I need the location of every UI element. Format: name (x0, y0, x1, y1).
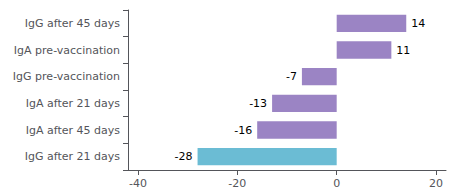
svg-text:-16: -16 (234, 124, 252, 137)
svg-text:IgA after 21 days: IgA after 21 days (26, 97, 120, 110)
svg-text:11: 11 (396, 44, 410, 57)
svg-text:20: 20 (429, 177, 443, 190)
svg-text:IgA pre-vaccination: IgA pre-vaccination (14, 44, 120, 57)
svg-text:IgG pre-vaccination: IgG pre-vaccination (13, 70, 120, 83)
svg-text:-40: -40 (129, 177, 147, 190)
svg-text:IgA after 45 days: IgA after 45 days (26, 124, 120, 137)
svg-text:-7: -7 (286, 70, 297, 83)
svg-text:-13: -13 (249, 97, 267, 110)
svg-text:IgG after 45 days: IgG after 45 days (25, 17, 120, 30)
svg-text:-28: -28 (175, 150, 193, 163)
svg-text:14: 14 (411, 17, 425, 30)
svg-text:-20: -20 (228, 177, 246, 190)
svg-text:0: 0 (333, 177, 340, 190)
svg-text:IgG after 21 days: IgG after 21 days (25, 150, 120, 163)
